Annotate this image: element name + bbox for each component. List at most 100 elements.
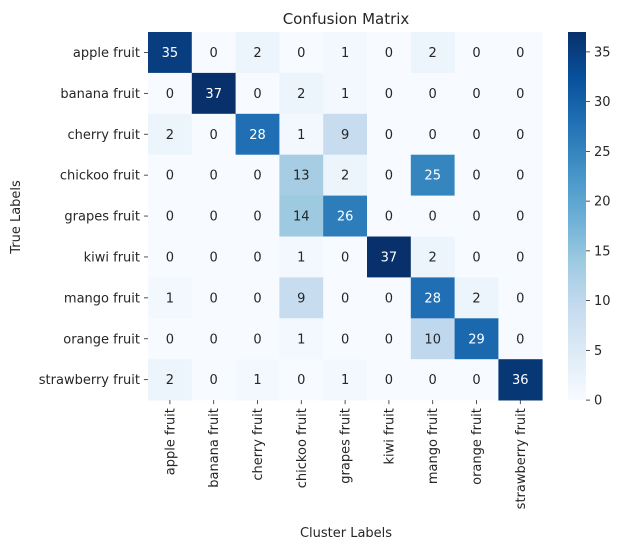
heatmap-cell (148, 318, 193, 360)
heatmap-cell (191, 236, 236, 278)
y-tick-label: chickoo fruit (60, 169, 140, 184)
cell-value-label: 0 (516, 169, 524, 184)
heatmap-cell (148, 359, 193, 401)
colorbar-tick-label: 5 (594, 344, 602, 359)
y-tick-label: strawberry fruit (39, 373, 140, 388)
cell-value-label: 0 (385, 373, 393, 388)
heatmap-cell (367, 277, 412, 319)
cell-value-label: 0 (385, 46, 393, 61)
heatmap-cell (410, 236, 455, 278)
cell-value-label: 28 (424, 291, 441, 306)
cell-value-label: 0 (210, 291, 218, 306)
heatmap-cell (367, 113, 412, 156)
cell-value-label: 0 (472, 210, 480, 225)
y-tick-label: kiwi fruit (84, 250, 140, 265)
heatmap-cell (498, 277, 543, 319)
cell-value-label: 0 (472, 373, 480, 388)
heatmap-cell (191, 32, 236, 74)
cell-value-label: 0 (385, 291, 393, 306)
heatmap-cell (279, 236, 324, 278)
y-tick-label: apple fruit (73, 46, 140, 61)
cell-value-label: 0 (429, 373, 437, 388)
heatmap-cell (235, 113, 280, 156)
y-tick-label: grapes fruit (64, 210, 140, 225)
cell-value-label: 0 (385, 87, 393, 102)
heatmap-cell (235, 32, 280, 74)
cell-value-label: 0 (253, 250, 261, 265)
heatmap-cell (410, 318, 455, 360)
heatmap-cell (323, 277, 368, 319)
cell-value-label: 0 (297, 373, 305, 388)
heatmap-cell (148, 32, 193, 74)
cell-value-label: 0 (210, 128, 218, 143)
heatmap-cell (367, 32, 412, 74)
colorbar: 0 5 10 15 20 25 30 35 (568, 32, 611, 409)
cell-value-label: 35 (162, 46, 179, 61)
heatmap-cell (191, 72, 236, 115)
cell-value-label: 0 (516, 291, 524, 306)
cell-value-label: 1 (166, 291, 174, 306)
heatmap-cell (410, 277, 455, 319)
heatmap-cell (498, 72, 543, 115)
cell-value-label: 0 (297, 46, 305, 61)
colorbar-tick-label: 25 (594, 145, 611, 160)
cell-value-label: 2 (429, 250, 437, 265)
cell-value-label: 1 (341, 87, 349, 102)
x-axis-label: Cluster Labels (300, 526, 392, 541)
cell-value-label: 25 (424, 169, 441, 184)
heatmap-cell (323, 72, 368, 115)
x-tick-label: cherry fruit (251, 408, 266, 481)
heatmap-cell (279, 277, 324, 319)
cell-value-label: 29 (468, 332, 485, 347)
cell-value-label: 2 (166, 128, 174, 143)
cell-value-label: 1 (253, 373, 261, 388)
heatmap-cell (235, 236, 280, 278)
heatmap-cell (279, 113, 324, 156)
heatmap-cell (498, 236, 543, 278)
heatmap-cell (148, 277, 193, 319)
cell-value-label: 13 (293, 169, 310, 184)
heatmap-cell (191, 195, 236, 237)
colorbar-tick-label: 35 (594, 45, 611, 60)
cell-value-label: 1 (297, 332, 305, 347)
y-tick-label: cherry fruit (67, 128, 140, 143)
colorbar-tick-label: 0 (594, 394, 602, 409)
heatmap-cell (410, 359, 455, 401)
cell-value-label: 0 (166, 87, 174, 102)
cell-value-label: 0 (385, 128, 393, 143)
heatmap-cell (323, 32, 368, 74)
heatmap-cells (148, 32, 543, 401)
cell-value-label: 1 (297, 250, 305, 265)
heatmap-cell-labels: 35 0 2 0 1 0 2 0 00 37 0 2 1 0 0 0 02 0 28 1 9 0 0 0 00 0 0 13 2 0 25 0… (162, 46, 529, 388)
heatmap-cell (410, 32, 455, 74)
heatmap-cell (498, 359, 543, 401)
heatmap-cell (148, 195, 193, 237)
cell-value-label: 0 (516, 210, 524, 225)
heatmap-cell (235, 318, 280, 360)
y-tick-label: orange fruit (63, 332, 140, 347)
heatmap-cell (454, 359, 499, 401)
heatmap-cell (323, 236, 368, 278)
cell-value-label: 1 (341, 46, 349, 61)
cell-value-label: 0 (253, 332, 261, 347)
heatmap-cell (454, 154, 499, 196)
cell-value-label: 0 (516, 87, 524, 102)
heatmap-cell (323, 318, 368, 360)
heatmap-cell (498, 154, 543, 196)
heatmap-cell (498, 32, 543, 74)
cell-value-label: 0 (210, 210, 218, 225)
heatmap-cell (367, 154, 412, 196)
x-tick-label: strawberry fruit (514, 408, 529, 509)
heatmap-cell (410, 195, 455, 237)
x-tick-label: grapes fruit (339, 408, 354, 484)
x-tick-label: apple fruit (163, 408, 178, 475)
x-tick-label: chickoo fruit (295, 408, 310, 488)
colorbar-tick-label: 30 (594, 95, 611, 110)
heatmap-cell (323, 113, 368, 156)
cell-value-label: 0 (341, 250, 349, 265)
y-tick-label: mango fruit (64, 291, 140, 306)
cell-value-label: 0 (472, 250, 480, 265)
colorbar-gradient (568, 32, 586, 401)
cell-value-label: 0 (429, 87, 437, 102)
